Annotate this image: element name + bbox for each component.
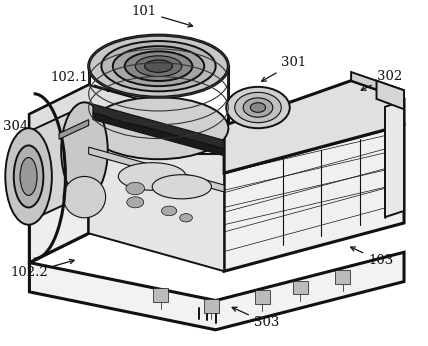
Text: 303: 303 [232,307,279,329]
Polygon shape [93,104,224,149]
Text: 101: 101 [131,5,193,27]
Ellipse shape [125,51,193,81]
Text: 302: 302 [361,70,402,90]
Ellipse shape [89,97,229,159]
Text: 102.1: 102.1 [51,71,112,92]
Polygon shape [30,85,89,263]
Ellipse shape [20,157,37,195]
Polygon shape [255,290,270,304]
Ellipse shape [235,92,281,123]
Polygon shape [293,281,308,294]
Text: 103: 103 [351,247,393,267]
Ellipse shape [180,214,193,222]
Polygon shape [153,289,168,302]
Ellipse shape [61,102,108,199]
Text: 102.2: 102.2 [11,260,74,280]
Polygon shape [59,120,89,139]
Polygon shape [224,81,404,173]
Polygon shape [30,252,404,330]
Text: 301: 301 [262,56,306,81]
Ellipse shape [243,98,273,117]
Ellipse shape [152,175,211,199]
Ellipse shape [5,128,52,225]
Ellipse shape [14,145,43,208]
Ellipse shape [118,163,186,190]
Polygon shape [89,147,224,192]
Polygon shape [351,72,404,99]
Ellipse shape [101,41,216,91]
Polygon shape [30,85,89,263]
Polygon shape [30,85,224,166]
Polygon shape [204,299,219,312]
Polygon shape [377,81,404,109]
Polygon shape [89,138,224,271]
Text: 304: 304 [3,120,36,140]
Ellipse shape [113,46,204,86]
Ellipse shape [250,103,266,112]
Polygon shape [224,125,404,271]
Ellipse shape [127,197,144,208]
Ellipse shape [145,60,172,72]
Polygon shape [93,113,224,156]
Polygon shape [335,270,350,284]
Polygon shape [385,101,404,217]
Ellipse shape [126,182,145,195]
Ellipse shape [161,206,177,216]
Polygon shape [237,89,279,123]
Ellipse shape [63,176,106,218]
Ellipse shape [135,56,182,76]
Ellipse shape [226,87,290,128]
Polygon shape [29,106,84,221]
Ellipse shape [89,35,229,97]
